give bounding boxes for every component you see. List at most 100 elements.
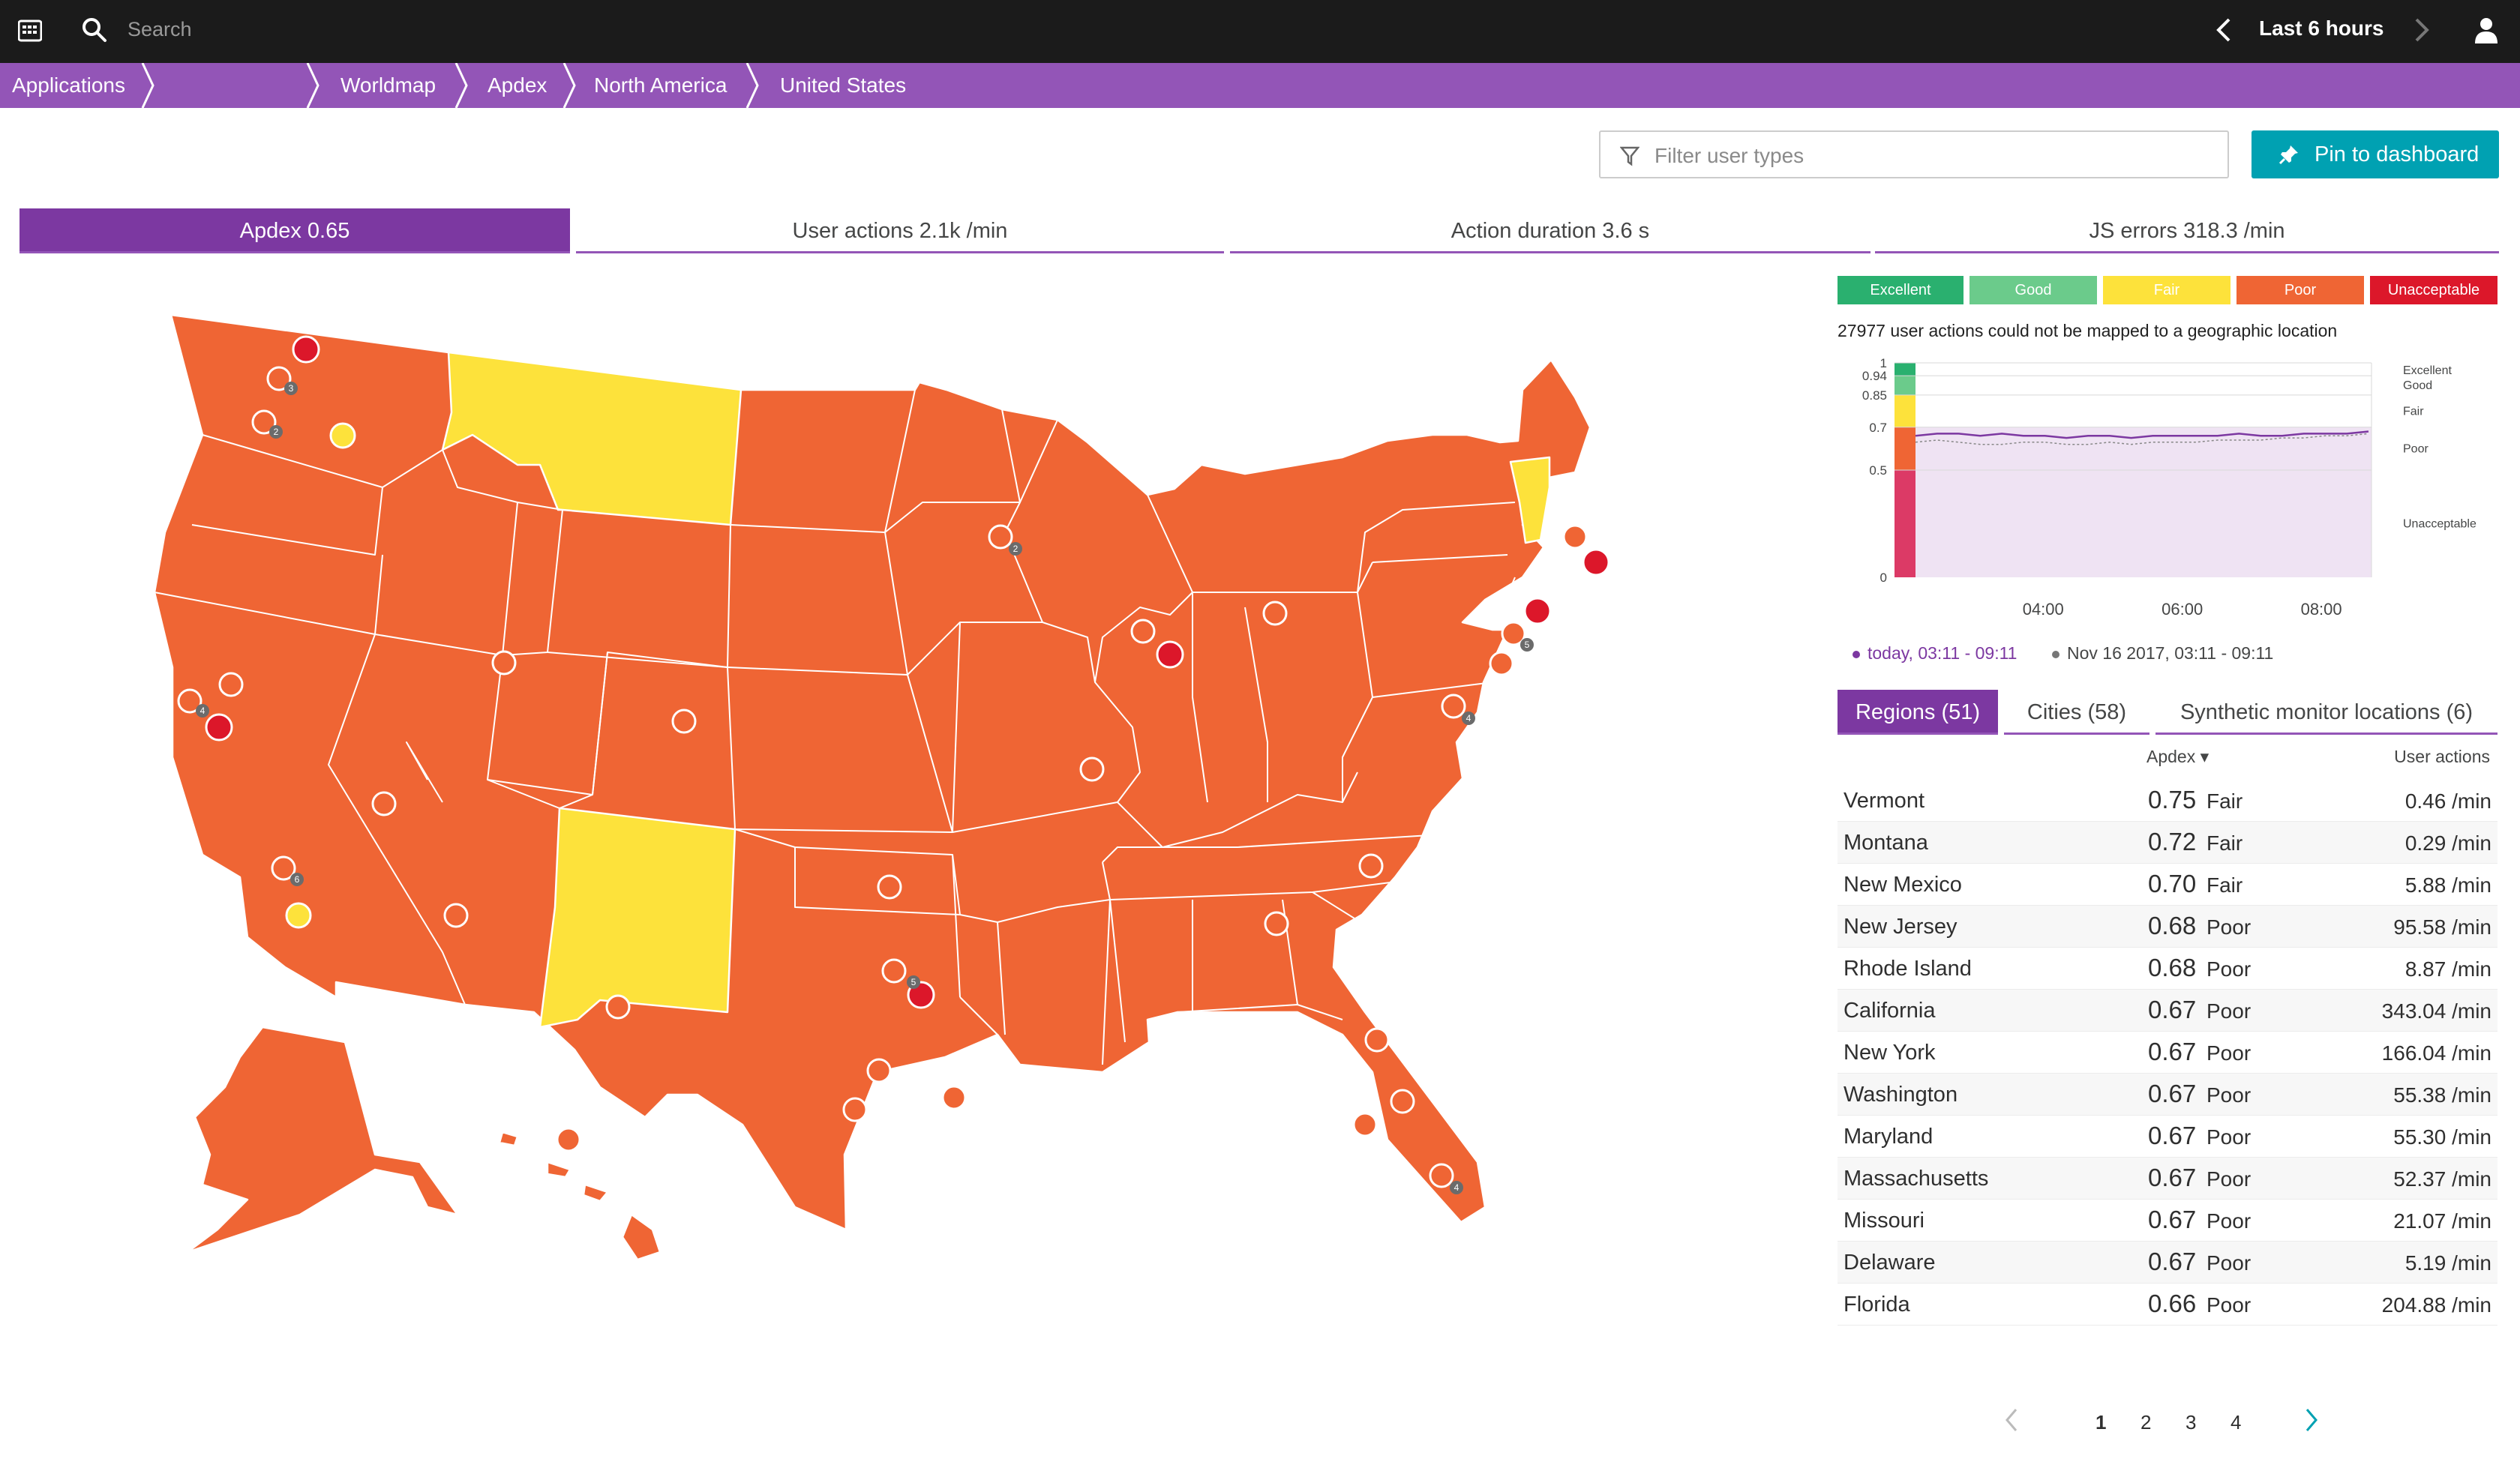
map-marker-unacceptable[interactable] [205, 335, 1610, 1009]
map-marker-fair[interactable] [285, 422, 356, 929]
table-row[interactable]: New Jersey 0.68 Poor 95.58 /min [1838, 906, 2498, 948]
top-bar: Search Last 6 hours [0, 0, 2520, 63]
table-row[interactable]: Rhode Island 0.68 Poor 8.87 /min [1838, 948, 2498, 990]
pin-to-dashboard-button[interactable]: Pin to dashboard [2252, 130, 2499, 178]
region-user-actions: 5.19 /min [2404, 1251, 2492, 1275]
table-row[interactable]: California 0.67 Poor 343.04 /min [1838, 990, 2498, 1032]
tab-synthetic-monitor-locations[interactable]: Synthetic monitor locations (6) [2156, 690, 2498, 735]
page-2[interactable]: 2 [2140, 1411, 2152, 1434]
region-user-actions: 0.46 /min [2404, 789, 2492, 813]
us-apdex-map[interactable]: 3 2 4 6 2 5 5 4 4 [22, 277, 1702, 1267]
table-row[interactable]: Delaware 0.67 Poor 5.19 /min [1838, 1242, 2498, 1284]
legend-today[interactable]: today, 03:11 - 09:11 [1852, 643, 2017, 664]
region-name: Rhode Island [1844, 957, 1972, 981]
region-apdex-value: 0.67 [2148, 1122, 2197, 1149]
tab-cities[interactable]: Cities (58) [2004, 690, 2150, 735]
chart-y-tick: 0.85 [1862, 388, 1887, 403]
chart-bands [1894, 363, 2372, 577]
breadcrumb-separator-icon [562, 63, 576, 108]
breadcrumb-apdex[interactable]: Apdex [488, 73, 548, 97]
page-4[interactable]: 4 [2230, 1411, 2242, 1434]
map-hawaii[interactable] [621, 1213, 662, 1261]
map-contiguous-us[interactable] [153, 313, 1592, 1231]
breadcrumb-separator-icon [454, 63, 468, 108]
breadcrumb-north-america[interactable]: North America [594, 73, 728, 97]
table-row[interactable]: Washington 0.67 Poor 55.38 /min [1838, 1074, 2498, 1116]
pagination-prev-icon[interactable] [2002, 1407, 2020, 1434]
timeframe-next-icon[interactable] [2406, 13, 2436, 46]
timeframe-selector[interactable]: Last 6 hours [2259, 16, 2384, 40]
map-state-new-mexico[interactable] [538, 807, 736, 1029]
breadcrumb-separator-icon [141, 63, 154, 108]
region-user-actions: 55.38 /min [2393, 1083, 2492, 1107]
region-apdex-value: 0.67 [2148, 996, 2197, 1023]
map-marker-poor[interactable] [177, 366, 1588, 1188]
chart-band-label: Poor [2403, 442, 2428, 455]
region-apdex-value: 0.67 [2148, 1206, 2197, 1233]
apdex-legend: Excellent Good Fair Poor Unacceptable [1838, 276, 2498, 304]
region-apdex-value: 0.66 [2148, 1290, 2197, 1317]
user-icon[interactable] [2474, 16, 2499, 45]
tab-action-duration[interactable]: Action duration 3.6 s [1230, 208, 1870, 253]
column-header-user-actions[interactable]: User actions [2394, 747, 2490, 766]
search-icon[interactable] [81, 16, 108, 43]
map-hawaii-islands[interactable] [498, 1131, 609, 1203]
legend-previous[interactable]: Nov 16 2017, 03:11 - 09:11 [2052, 643, 2273, 664]
tab-user-actions[interactable]: User actions 2.1k /min [576, 208, 1224, 253]
map-alaska[interactable] [186, 1026, 459, 1254]
legend-unacceptable: Unacceptable [2370, 276, 2498, 304]
map-markers[interactable]: 3 2 4 6 2 5 5 4 4 [177, 335, 1610, 1194]
chart-x-tick: 08:00 [2301, 600, 2342, 619]
filter-user-types-input[interactable]: Filter user types [1599, 130, 2229, 178]
region-apdex-rating: Poor [2206, 1209, 2252, 1233]
region-user-actions: 204.88 /min [2381, 1293, 2492, 1317]
unmapped-actions-note: 27977 user actions could not be mapped t… [1838, 321, 2338, 340]
chart-band-label: Excellent [2403, 364, 2452, 377]
tab-regions[interactable]: Regions (51) [1838, 690, 1998, 735]
table-row[interactable]: Maryland 0.67 Poor 55.30 /min [1838, 1116, 2498, 1158]
table-row[interactable]: Vermont 0.75 Fair 0.46 /min [1838, 780, 2498, 822]
region-user-actions: 95.58 /min [2393, 915, 2492, 939]
tab-apdex[interactable]: Apdex 0.65 [20, 208, 570, 253]
chart-band-labels: Excellent Good Fair Poor Unacceptable [2403, 364, 2476, 530]
timeframe-prev-icon[interactable] [2210, 13, 2240, 46]
region-apdex-rating: Poor [2206, 999, 2252, 1023]
column-header-apdex[interactable]: Apdex ▾ [2146, 747, 2210, 766]
svg-text:5: 5 [911, 977, 916, 987]
legend-good: Good [1970, 276, 2097, 304]
table-row[interactable]: Massachusetts 0.67 Poor 52.37 /min [1838, 1158, 2498, 1200]
table-row[interactable]: Missouri 0.67 Poor 21.07 /min [1838, 1200, 2498, 1242]
chart-series-line [1915, 430, 2369, 439]
pin-icon [2278, 145, 2298, 165]
page-1[interactable]: 1 [2096, 1411, 2107, 1434]
map-state-montana[interactable] [441, 351, 742, 526]
breadcrumb-applications[interactable]: Applications [12, 73, 125, 97]
chart-y-tick: 0.94 [1862, 369, 1887, 383]
region-apdex-value: 0.72 [2148, 828, 2197, 855]
chart-band-area [1894, 363, 2372, 376]
region-name: Florida [1844, 1293, 1910, 1317]
table-row[interactable]: New York 0.67 Poor 166.04 /min [1838, 1032, 2498, 1074]
region-apdex-rating: Poor [2206, 957, 2252, 981]
chart-y-tick: 1 [1880, 356, 1887, 370]
chart-band-label: Good [2403, 379, 2432, 392]
chart-band-area [1894, 470, 2372, 577]
region-user-actions: 8.87 /min [2404, 957, 2492, 981]
table-row[interactable]: Montana 0.72 Fair 0.29 /min [1838, 822, 2498, 864]
breadcrumb-united-states: United States [780, 73, 907, 97]
pagination-next-icon[interactable] [2302, 1407, 2320, 1434]
table-row[interactable]: Florida 0.66 Poor 204.88 /min [1838, 1284, 2498, 1326]
table-row[interactable]: New Mexico 0.70 Fair 5.88 /min [1838, 864, 2498, 906]
chart-band-strip [1894, 394, 1916, 427]
svg-text:5: 5 [1525, 640, 1530, 650]
chart-band-strip [1894, 427, 1916, 470]
tab-js-errors[interactable]: JS errors 318.3 /min [1875, 208, 2499, 253]
apdex-chart[interactable]: 10.94 0.85 0.7 0.5 0 Excellent Good Fair Poor Un… [1838, 355, 2498, 625]
map-state-borders [154, 389, 1576, 1065]
region-name: New Jersey [1844, 915, 1958, 939]
breadcrumb-worldmap[interactable]: Worldmap [340, 73, 436, 97]
svg-text:4: 4 [1454, 1182, 1460, 1193]
page-3[interactable]: 3 [2186, 1411, 2197, 1434]
app-menu-icon[interactable] [18, 19, 42, 42]
search-input[interactable]: Search [128, 18, 192, 40]
